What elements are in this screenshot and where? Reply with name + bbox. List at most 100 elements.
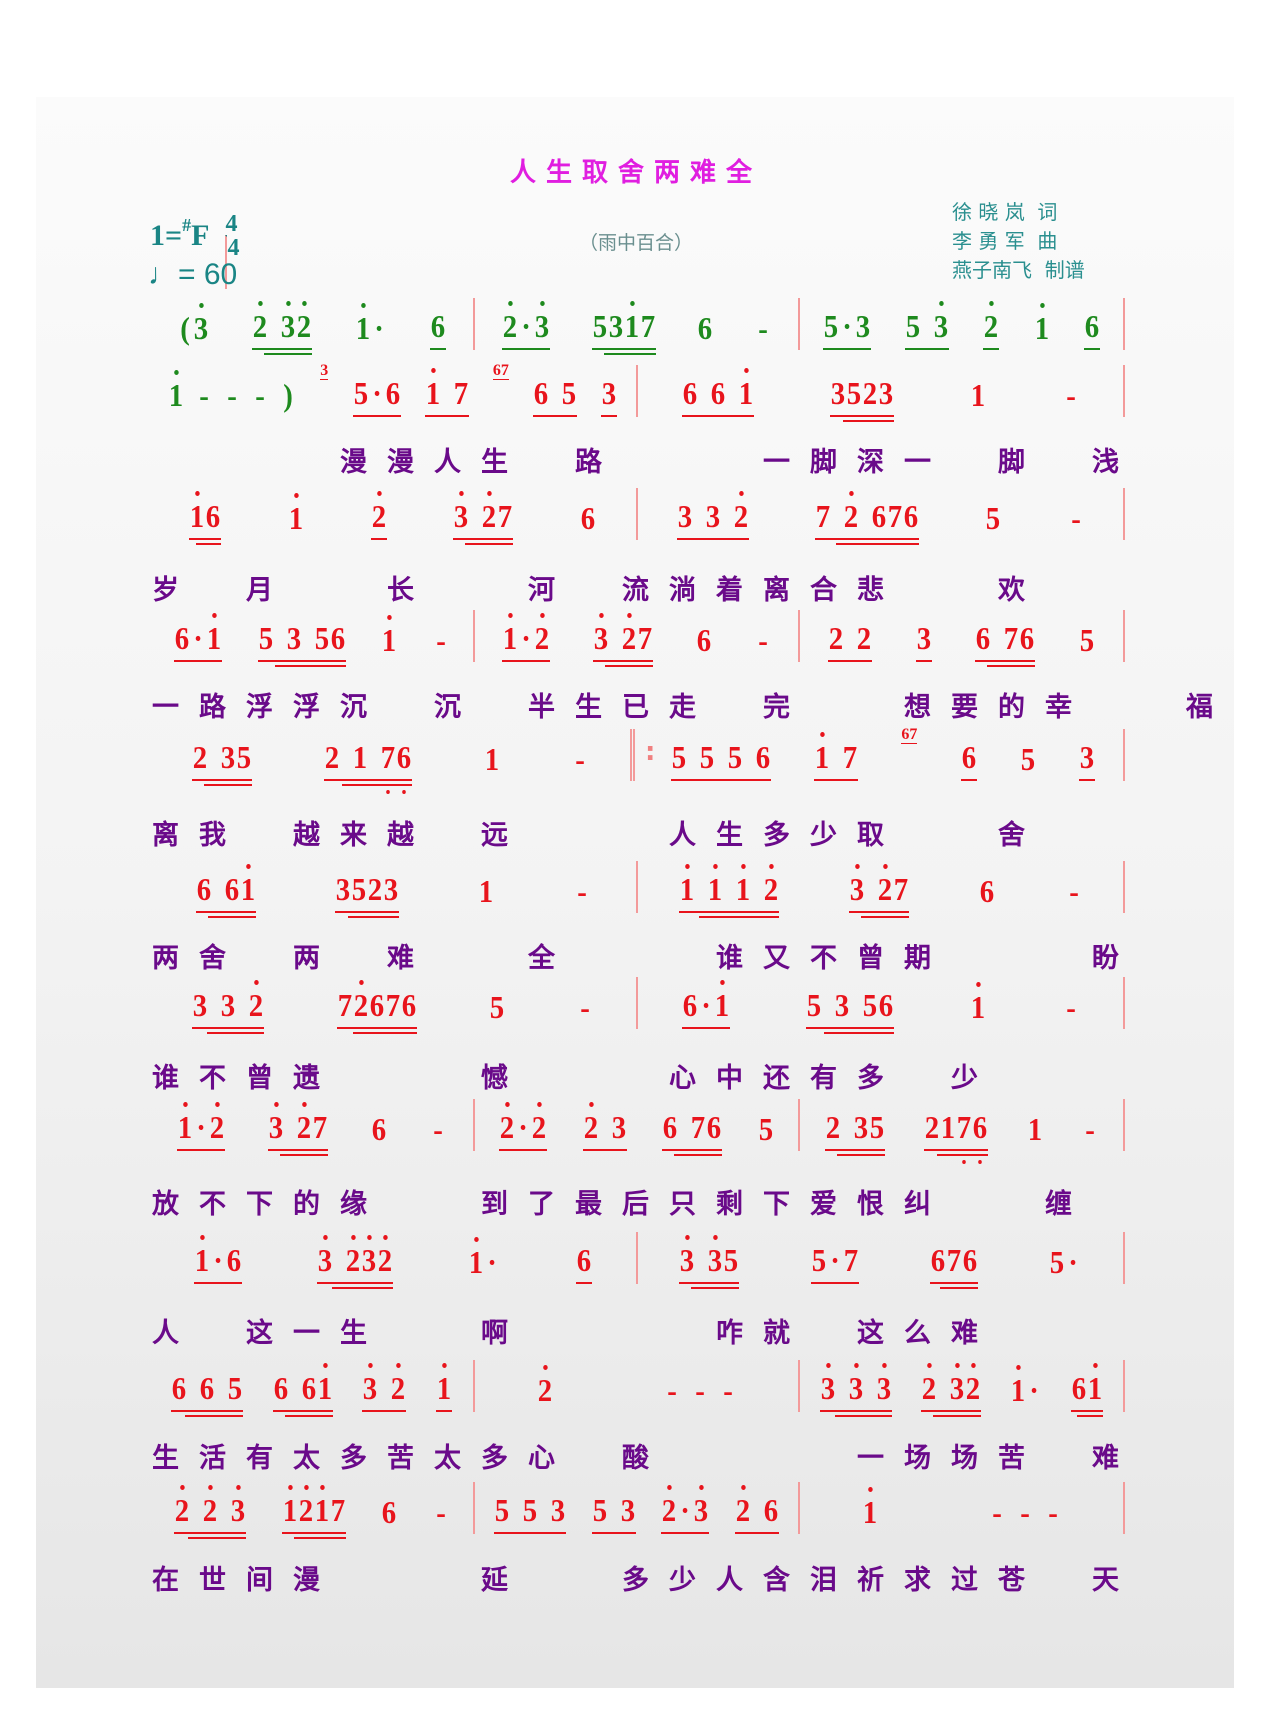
barline [1123,1360,1125,1412]
note-group: - [572,742,588,781]
note-group: 1 · [468,1237,500,1284]
measure: 1 · 6 3 2 3 2 1 · 6 [150,1234,636,1289]
note: 2 [502,301,518,344]
note: 3 [602,375,617,411]
measure: 5 · 3 5 3 2 1 6 [800,300,1123,350]
note-group: 6 [960,740,977,781]
note: 3 [834,987,850,1023]
barline [473,1099,475,1151]
lyric-line: 离我 越来越 远 人生多少取 舍 [152,820,1045,851]
measure: 1- - -) 3 5 · 6 1 7 67 6 5 3 [150,363,636,417]
note: 3 [620,1492,635,1528]
note: 1 [479,873,494,909]
lyric-line: 放不下的缘 到了最后只剩下爱恨纠 缠 [152,1189,1092,1220]
note: 3 [268,1102,284,1145]
note: 5 [522,1492,538,1528]
note: 5 [986,500,1001,536]
lyric-line: 漫漫人生 路 一脚深一 脚 浅 [152,447,1139,478]
note: 3 [361,1235,377,1278]
note: 5 [592,308,607,344]
dash: - [1020,1494,1031,1530]
measure: 6 · 1 5 3 5 6 1- [150,612,473,667]
note: 6 [682,375,697,411]
barline [1123,1099,1125,1151]
dash: - [723,1372,734,1408]
measure: 3 3 3 2 3 2 1 · 6 1 [800,1362,1123,1417]
dash: - [1066,377,1076,413]
note: 1 [862,1487,877,1530]
note: 7 [312,1109,328,1145]
note: 6 [382,1494,397,1530]
note: 2 [377,1235,393,1278]
note: 5 [353,375,368,411]
note-group: 5 [489,990,505,1029]
note: 6 [696,622,712,658]
grace-note: 3 [320,362,329,380]
barline [635,365,638,417]
barline [473,610,475,662]
note: 3 [677,498,692,534]
note-group: (3 [177,303,209,350]
ts-bottom: 4 [225,235,239,289]
dash: - [577,873,587,909]
score-row: 1 · 6 3 2 3 2 1 · 6 3 3 5 5 · 7 6 7 6 5 · [150,1232,1125,1289]
note: 7 [815,498,831,534]
note: 3 [286,620,301,656]
note: 2 [391,1363,406,1406]
note: 3 [949,1363,965,1406]
augmentation-dot: · [487,1244,498,1280]
note: 6 [576,1242,592,1278]
note-group: - [574,874,590,913]
note: 2 [965,1363,981,1406]
note: 1 [425,368,440,411]
note-group: 5 [1020,742,1036,781]
dash: - [1084,1111,1095,1147]
augmentation-dot: · [1068,1244,1079,1280]
dash: - [436,1494,446,1530]
note-group: --- [989,1495,1061,1534]
note: 6 [273,1370,288,1406]
note: 1 [1027,1111,1043,1147]
note: 1 [382,615,397,658]
note: 3 [855,308,871,344]
note-group: - [1063,990,1079,1029]
note: 2 [202,1485,218,1528]
note-group: 1- - -) [168,370,296,417]
note: 7 [380,739,396,794]
note-group: 5 · 7 [810,1243,859,1284]
note: 7 [956,1109,972,1164]
dash: - [1069,873,1079,909]
note: 3 [192,987,208,1023]
note: 3 [916,620,931,656]
note: 1 [436,1363,452,1406]
note: 5 [870,1109,885,1145]
note: 2 [353,980,368,1023]
note-group: 6 [429,309,446,350]
barline [1123,861,1125,913]
note: 5 [592,1492,607,1528]
barline [1123,488,1125,540]
note: 6 [385,375,400,411]
note: 5 [351,871,367,907]
barline [635,1232,638,1284]
note: 3 [363,1363,378,1406]
barline [473,1482,475,1534]
note: 6 [903,498,919,534]
subtitle: （雨中百合） [578,232,693,254]
measure: 1 · 2 3 2 7 6- [150,1101,473,1156]
note-group: 2 [537,1365,553,1412]
